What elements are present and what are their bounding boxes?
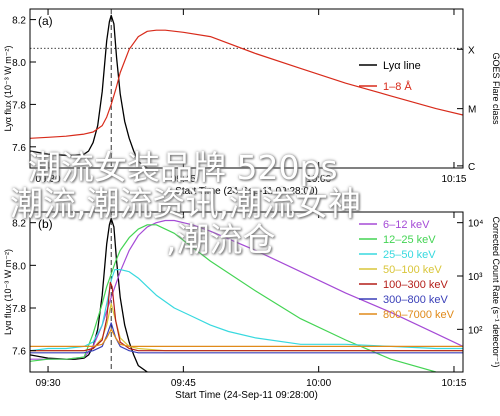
panel-b-panel-label: (b) xyxy=(38,217,53,231)
panel-a-series-group xyxy=(30,14,463,168)
panel-b-series-line-0 xyxy=(30,217,151,372)
panel-a-right-tick-label: C xyxy=(468,162,475,173)
panel-a-x-tick-label: 09:45 xyxy=(171,174,196,185)
panel-b-legend-label: 100–300 keV xyxy=(383,279,448,291)
panel-b-series-line-1 xyxy=(30,219,463,360)
panel-a-x-tick-label: 10:00 xyxy=(306,174,331,185)
panel-b-series-line-3 xyxy=(30,269,463,352)
panel-a-legend-label: 1–8 Å xyxy=(383,80,412,93)
panel-b-series-group xyxy=(30,217,463,372)
panel-b-right-axis-title: Corrected Count Rate (s⁻¹ detector⁻¹) xyxy=(491,216,500,367)
panel-b-series-line-2 xyxy=(30,224,440,372)
panel-b-right-tick-label: 10⁴ xyxy=(468,219,483,230)
panel-b-y-tick-label: 8.0 xyxy=(12,261,26,272)
panel-b-y-tick-label: 7.8 xyxy=(12,304,26,315)
panel-a-right-tick-label: M xyxy=(468,105,476,116)
panel-b-legend-label: 12–25 keV xyxy=(383,234,436,246)
panel-b-legend-label: 300–800 keV xyxy=(383,294,448,306)
panel-b-right-tick-label: 10² xyxy=(468,325,483,336)
panel-a-y-tick-label: 7.8 xyxy=(12,100,26,111)
panel-b-x-tick-label: 10:00 xyxy=(306,378,331,389)
panel-a-x-axis-title: Start Time (24-Sep-11 09:28:00) xyxy=(175,186,318,197)
panel-b-legend-label: 800–7000 keV xyxy=(383,309,455,321)
panel-a-y-tick-label: 8.2 xyxy=(12,16,26,27)
panel-a-x-tick-label: 10:15 xyxy=(441,174,466,185)
panel-a-y-axis-title: Lyα flux (10⁻³ W m⁻²) xyxy=(3,46,13,132)
panel-a-series-line-0 xyxy=(30,14,151,168)
panel-b-legend-label: 25–50 keV xyxy=(383,249,436,261)
panel-b-x-tick-label: 09:45 xyxy=(171,378,196,389)
panel-a-x-tick-label: 09:30 xyxy=(36,174,61,185)
panel-b-series-line-7 xyxy=(30,328,463,347)
panel-b-x-tick-label: 09:30 xyxy=(36,378,61,389)
panel-a-right-tick-label: X xyxy=(468,45,475,56)
panel-a-y-tick-label: 8.0 xyxy=(12,58,26,69)
panel-b-x-tick-label: 10:15 xyxy=(441,378,466,389)
panel-b-legend-label: 6–12 keV xyxy=(383,219,430,231)
panel-b-series-line-5 xyxy=(30,281,463,352)
panel-b-x-axis-title: Start Time (24-Sep-11 09:28:00) xyxy=(175,390,318,401)
panel-b-y-axis-title: Lyα flux (10⁻³ W m⁻²) xyxy=(3,249,13,335)
panel-a-y-tick-label: 7.6 xyxy=(12,143,26,154)
panel-a-right-axis-title: GOES Flare class xyxy=(491,52,500,125)
panel-b-y-tick-label: 7.6 xyxy=(12,347,26,358)
panel-b-plot-frame xyxy=(29,211,464,373)
panel-a-legend-label: Lyα line xyxy=(383,60,421,72)
panel-b-right-tick-label: 10³ xyxy=(468,272,483,283)
panel-a-series-line-1 xyxy=(30,29,463,139)
panel-b-legend-label: 50–100 keV xyxy=(383,264,442,276)
panel-b-y-tick-label: 8.2 xyxy=(12,219,26,230)
panel-a-plot-frame xyxy=(29,8,464,169)
panel-a-panel-label: (a) xyxy=(38,14,53,28)
